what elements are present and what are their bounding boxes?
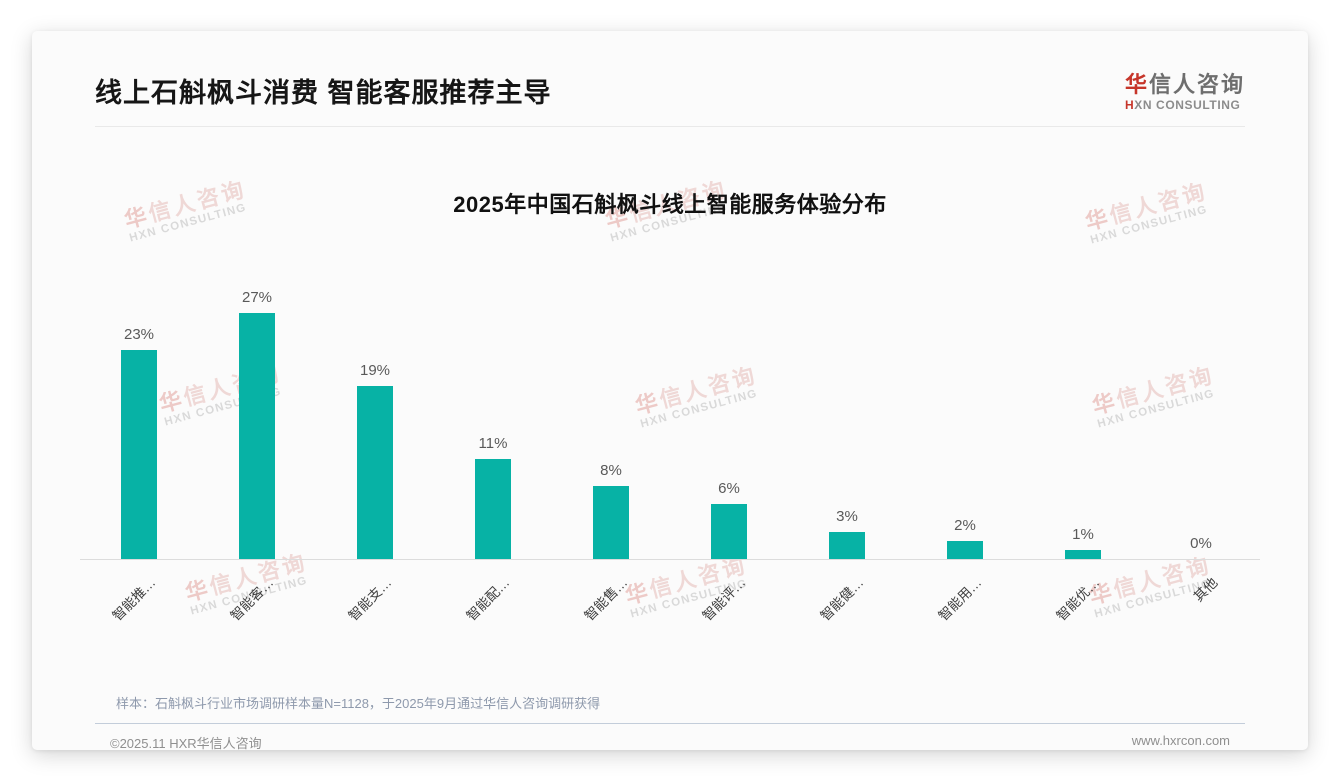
bar-value-label: 2% bbox=[954, 516, 976, 534]
bar bbox=[829, 531, 865, 560]
x-axis-tick: 智能推… bbox=[80, 560, 198, 660]
brand-logo-en: HXN CONSULTING bbox=[1124, 97, 1245, 112]
x-axis-label: 智能用… bbox=[935, 574, 985, 624]
bar-column: 1% bbox=[1024, 260, 1142, 560]
bar-value-label: 8% bbox=[600, 462, 622, 480]
bar-column: 2% bbox=[906, 260, 1024, 560]
chart-x-axis-labels: 智能推… 智能客… 智能支… 智能配… 智能售… 智能评… 智能健… 智能用… 智能优… 其他 bbox=[80, 560, 1260, 660]
x-axis-tick: 智能用… bbox=[906, 560, 1024, 660]
brand-logo-en-rest: XN CONSULTING bbox=[1134, 97, 1241, 112]
report-header: 线上石斛枫斗消费 智能客服推荐主导 华信人咨询 HXN CONSULTING bbox=[95, 31, 1245, 128]
bar bbox=[357, 386, 393, 560]
report-footer: ©2025.11 HXR华信人咨询 www.hxrcon.com bbox=[110, 733, 1230, 750]
bar-column: 23% bbox=[80, 260, 198, 560]
x-axis-label: 智能评… bbox=[699, 574, 749, 624]
x-axis-tick: 智能客… bbox=[198, 560, 316, 660]
bar-value-label: 19% bbox=[359, 362, 391, 380]
bar-column: 6% bbox=[670, 260, 788, 560]
x-axis-label: 其他 bbox=[1190, 574, 1221, 605]
bar-value-label: 11% bbox=[478, 434, 508, 452]
bar bbox=[947, 540, 983, 560]
bar bbox=[121, 349, 157, 560]
x-axis-tick: 智能健… bbox=[788, 560, 906, 660]
bar-value-label: 6% bbox=[718, 480, 740, 498]
x-axis-label: 智能优… bbox=[1053, 574, 1103, 624]
bar-value-label: 3% bbox=[836, 507, 858, 525]
bar bbox=[711, 504, 747, 560]
report-card: 华信人咨询 HXN CONSULTING 华信人咨询 HXN CONSULTING 华信… bbox=[32, 31, 1308, 750]
x-axis-label: 智能客… bbox=[227, 574, 277, 624]
bar bbox=[1065, 549, 1101, 560]
x-axis-tick: 智能售… bbox=[552, 560, 670, 660]
bar-column: 8% bbox=[552, 260, 670, 560]
brand-logo-zh-rest: 信人咨询 bbox=[1148, 72, 1245, 97]
bar-value-label: 27% bbox=[241, 289, 273, 307]
bar bbox=[239, 313, 275, 560]
bar-column: 3% bbox=[788, 260, 906, 560]
footer-divider bbox=[95, 723, 1245, 725]
bar-column: 19% bbox=[316, 260, 434, 560]
x-axis-tick: 智能配… bbox=[434, 560, 552, 660]
x-axis-label: 智能支… bbox=[345, 574, 395, 624]
website-text: www.hxrcon.com bbox=[1131, 733, 1230, 749]
x-axis-label: 智能售… bbox=[581, 574, 631, 624]
brand-logo: 华信人咨询 HXN CONSULTING bbox=[1125, 71, 1245, 112]
bar-column: 27% bbox=[198, 260, 316, 560]
bar bbox=[593, 486, 629, 560]
x-axis-tick: 智能优… bbox=[1024, 560, 1142, 660]
bar-value-label: 23% bbox=[123, 325, 155, 343]
brand-logo-zh: 华信人咨询 bbox=[1124, 72, 1245, 98]
brand-logo-en-accent: H bbox=[1124, 97, 1135, 112]
sample-note: 样本：石斛枫斗行业市场调研样本量N=1128，于2025年9月通过华信人咨询调研… bbox=[116, 696, 601, 712]
brand-logo-zh-accent: 华 bbox=[1124, 72, 1149, 97]
chart-title: 2025年中国石斛枫斗线上智能服务体验分布 bbox=[453, 192, 887, 218]
bar bbox=[475, 458, 511, 560]
x-axis-label: 智能健… bbox=[817, 574, 867, 624]
x-axis-label: 智能推… bbox=[109, 574, 159, 624]
bar-column: 0% bbox=[1142, 260, 1260, 559]
bar-column: 11% bbox=[434, 260, 552, 560]
x-axis-tick: 智能评… bbox=[670, 560, 788, 660]
bar-value-label: 0% bbox=[1190, 535, 1212, 553]
page-title: 线上石斛枫斗消费 智能客服推荐主导 bbox=[95, 78, 552, 108]
copyright-text: ©2025.11 HXR华信人咨询 bbox=[110, 736, 262, 750]
x-axis-tick: 智能支… bbox=[316, 560, 434, 660]
bar-value-label: 1% bbox=[1072, 525, 1094, 543]
x-axis-label: 智能配… bbox=[463, 574, 513, 624]
chart-plot-area: 23% 27% 19% 11% 8% 6% 3% 2% 1% 0% bbox=[80, 260, 1260, 561]
x-axis-tick: 其他 bbox=[1142, 560, 1260, 660]
